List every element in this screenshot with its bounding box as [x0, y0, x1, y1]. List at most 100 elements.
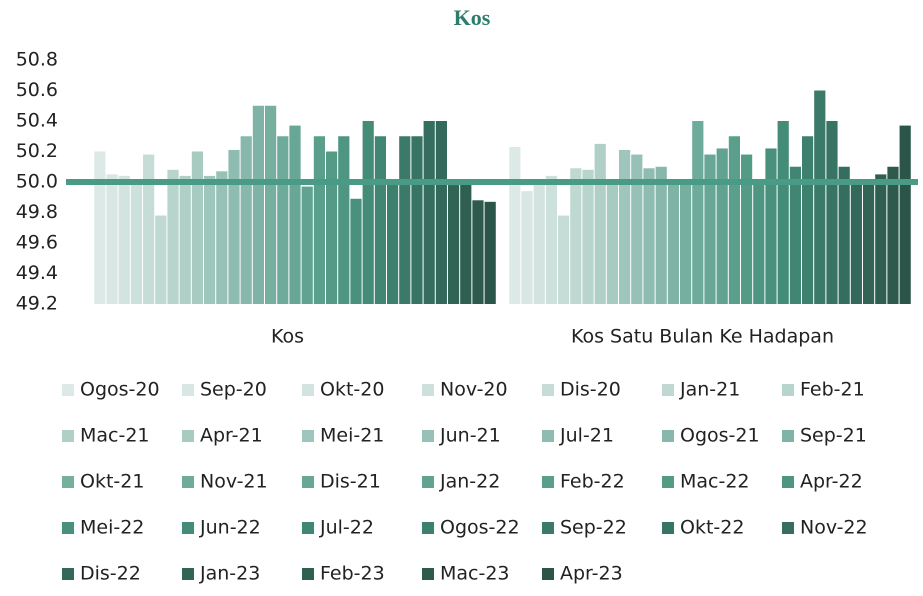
bar: [619, 149, 631, 304]
legend-label: Mac-21: [80, 425, 150, 447]
legend-swatch: [542, 384, 554, 396]
legend-swatch: [62, 476, 74, 488]
bar: [667, 182, 680, 304]
legend-label: Feb-21: [800, 379, 865, 401]
bar: [447, 185, 460, 304]
bar: [887, 166, 899, 304]
bar: [289, 125, 301, 304]
legend-label: Okt-20: [320, 379, 384, 401]
bar: [533, 182, 545, 304]
legend-swatch: [182, 568, 194, 580]
bar: [399, 136, 411, 304]
legend-swatch: [422, 384, 434, 396]
legend-label: Mac-22: [680, 471, 750, 493]
bar: [155, 215, 167, 304]
bar: [435, 121, 447, 304]
bar: [472, 200, 484, 304]
legend-label: Apr-22: [800, 471, 863, 493]
legend-swatch: [782, 430, 794, 442]
bar: [301, 186, 313, 304]
legend-label: Apr-21: [200, 425, 263, 447]
bar: [631, 154, 643, 304]
legend-swatch: [542, 522, 554, 534]
bar: [777, 121, 789, 304]
legend-label: Dis-22: [80, 563, 141, 585]
legend-swatch: [422, 430, 434, 442]
legend-swatch: [62, 522, 74, 534]
bar: [692, 121, 704, 304]
legend-swatch: [782, 476, 794, 488]
bar: [411, 136, 423, 304]
y-tick-label: 49.8: [16, 201, 58, 223]
legend-swatch: [182, 476, 194, 488]
bar: [606, 182, 619, 304]
bar: [362, 121, 374, 304]
legend-label: Nov-22: [800, 517, 868, 539]
legend-label: Mei-22: [80, 517, 144, 539]
legend-swatch: [782, 384, 794, 396]
legend-swatch: [422, 568, 434, 580]
bar: [545, 175, 558, 304]
y-tick-label: 50.6: [16, 79, 58, 101]
bar: [582, 169, 594, 304]
bar: [789, 166, 801, 304]
bar: [509, 146, 521, 304]
bar: [167, 169, 179, 304]
legend-label: Ogos-21: [680, 425, 760, 447]
legend-swatch: [542, 568, 554, 580]
bar: [216, 171, 228, 304]
bar: [594, 143, 606, 304]
legend-label: Ogos-20: [80, 379, 160, 401]
legend-swatch: [302, 568, 314, 580]
bar: [118, 175, 130, 304]
legend-swatch: [62, 430, 74, 442]
bar: [106, 174, 118, 304]
bar: [521, 191, 533, 304]
legend-swatch: [542, 430, 554, 442]
legend-label: Jan-23: [199, 563, 260, 585]
legend-swatch: [422, 522, 434, 534]
bar: [570, 168, 582, 304]
legend-label: Jul-21: [559, 425, 614, 447]
legend-label: Okt-21: [80, 471, 144, 493]
legend-label: Jan-22: [439, 471, 500, 493]
bar: [240, 136, 252, 304]
bar: [838, 166, 850, 304]
legend-swatch: [302, 430, 314, 442]
legend-label: Feb-22: [560, 471, 625, 493]
bar: [862, 182, 875, 304]
bar: [325, 151, 338, 304]
bar: [753, 182, 765, 304]
y-tick-label: 50.2: [16, 140, 58, 162]
chart-title: Kos: [454, 5, 491, 30]
y-tick-label: 49.6: [16, 232, 58, 254]
legend-label: Jun-22: [199, 517, 261, 539]
bar: [765, 148, 777, 304]
y-tick-label: 50.0: [16, 171, 58, 193]
legend-swatch: [182, 430, 194, 442]
legend-label: Mac-23: [440, 563, 510, 585]
bar: [826, 121, 838, 304]
legend-swatch: [662, 522, 674, 534]
legend-label: Jul-22: [319, 517, 374, 539]
legend-label: Mei-21: [320, 425, 384, 447]
bar: [130, 182, 143, 304]
bar: [460, 182, 472, 304]
bar: [252, 105, 265, 304]
bar: [228, 149, 240, 304]
bar: [728, 136, 740, 304]
bar: [350, 198, 362, 304]
legend-swatch: [782, 522, 794, 534]
legend-swatch: [182, 522, 194, 534]
y-tick-label: 49.4: [16, 262, 58, 284]
legend-label: Sep-21: [800, 425, 867, 447]
legend-swatch: [302, 522, 314, 534]
bar: [191, 151, 204, 304]
legend-swatch: [62, 384, 74, 396]
bar: [740, 154, 753, 304]
legend-label: Apr-23: [560, 563, 623, 585]
legend-label: Ogos-22: [440, 517, 520, 539]
x-tick-label: Kos Satu Bulan Ke Hadapan: [571, 326, 834, 348]
bar: [801, 136, 814, 304]
